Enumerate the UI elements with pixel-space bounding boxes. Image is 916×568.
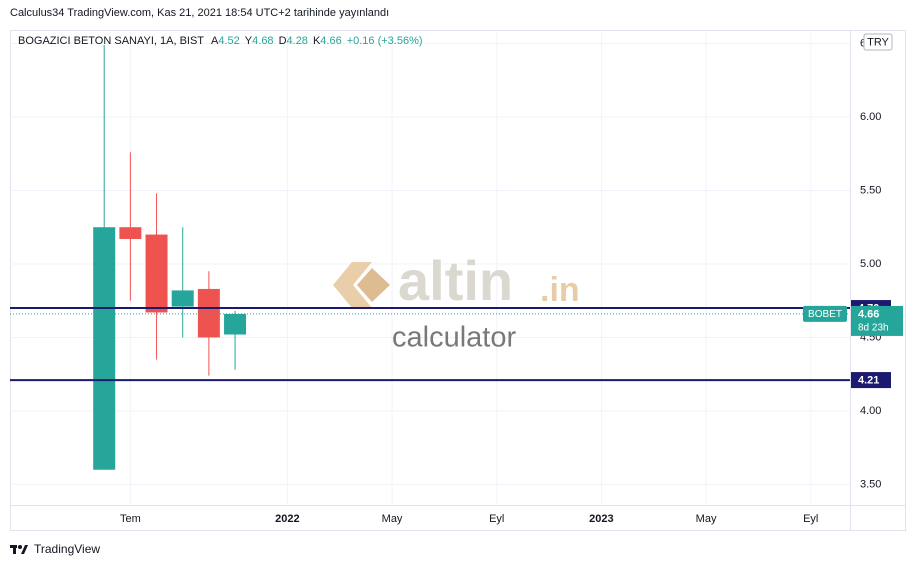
watermark-logo xyxy=(333,262,372,308)
legend-value: 4.68 xyxy=(252,35,274,47)
x-tick-label: Eyl xyxy=(803,513,818,525)
footer-logo xyxy=(10,545,28,554)
header: Calculus34 TradingView.com, Kas 21, 2021… xyxy=(10,7,390,19)
x-tick-label: Eyl xyxy=(489,513,504,525)
watermark-logo xyxy=(357,268,390,302)
footer: TradingView xyxy=(10,542,100,556)
x-tick-label: 2023 xyxy=(589,513,613,525)
footer-brand: TradingView xyxy=(34,542,101,556)
last-price-label: 4.66 xyxy=(858,308,879,320)
x-tick-label: May xyxy=(696,513,717,525)
y-tick-label: 5.00 xyxy=(860,258,881,270)
x-tick-label: Tem xyxy=(120,513,141,525)
currency-badge xyxy=(863,33,893,51)
y-tick-label: 3.50 xyxy=(860,478,881,490)
price-badge xyxy=(851,372,891,389)
watermark: altin .in calculator xyxy=(333,249,580,354)
y-tick-label: 5.50 xyxy=(860,184,881,196)
legend-label: K xyxy=(312,35,321,47)
watermark-domain: .in xyxy=(540,271,580,309)
ticker-badge-label: BOBET xyxy=(808,309,842,320)
currency-label: TRY xyxy=(867,36,889,48)
y-tick-label: 4.00 xyxy=(860,405,881,417)
x-tick-label: May xyxy=(382,513,403,525)
candle-body xyxy=(197,288,220,338)
price-badge-label: 4.21 xyxy=(858,374,879,386)
legend-value: 4.66 xyxy=(320,35,342,47)
candle-body xyxy=(224,313,247,335)
plot xyxy=(10,44,850,470)
legend-change: +0.16 (+3.56%) xyxy=(346,35,423,47)
y-tick-label: 6.00 xyxy=(860,111,881,123)
legend-label: A xyxy=(211,35,219,47)
candle-body xyxy=(145,234,168,313)
countdown-label: 8d 23h xyxy=(858,323,889,334)
symbol: BOGAZICI BETON SANAYI, 1A, BIST xyxy=(18,35,205,47)
watermark-subtitle: calculator xyxy=(392,322,516,354)
legend-value: 4.52 xyxy=(218,35,240,47)
legend-value: 4.28 xyxy=(286,35,308,47)
candle-body xyxy=(171,290,194,307)
grid xyxy=(10,31,850,505)
last-price-badge xyxy=(851,305,903,336)
chart-frame xyxy=(10,30,906,531)
candle-body xyxy=(93,227,116,470)
legend-label: D xyxy=(278,35,287,47)
candle-body xyxy=(119,227,142,239)
x-tick-label: 2022 xyxy=(275,513,299,525)
ticker-badge xyxy=(803,305,847,322)
watermark-brand: altin xyxy=(398,249,513,312)
legend-label: Y xyxy=(244,35,253,47)
axes: 3.504.004.505.005.506.006.50Tem2022MayEy… xyxy=(120,33,903,525)
